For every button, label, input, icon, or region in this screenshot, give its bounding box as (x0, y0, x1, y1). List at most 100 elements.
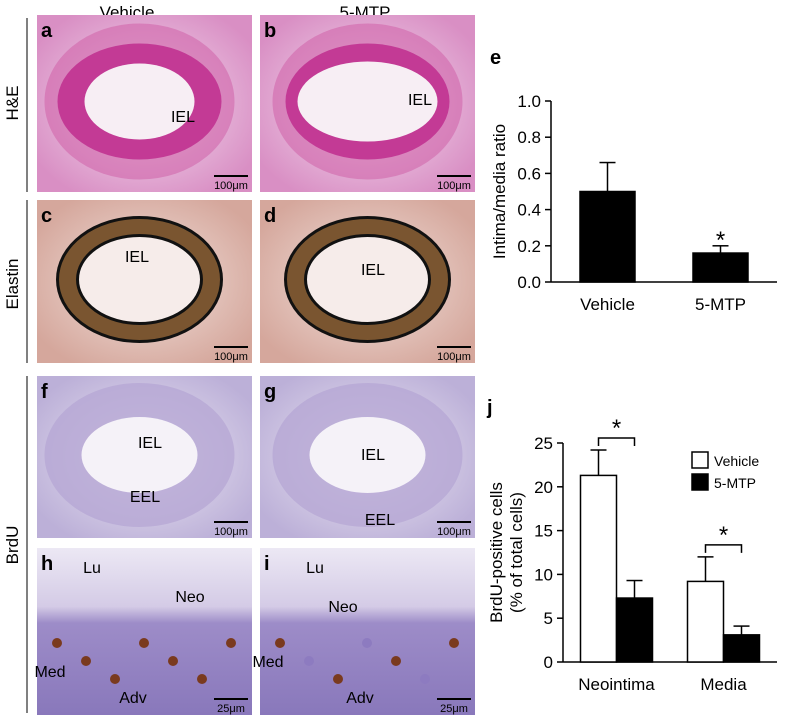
significance-bracket (704, 544, 743, 553)
y-tick-label: 0.6 (517, 164, 541, 183)
image-annotation: IEL (171, 109, 195, 126)
bar (692, 252, 749, 283)
image-annotation: IEL (125, 249, 149, 266)
legend-swatch (691, 473, 709, 491)
brdu-cell (391, 656, 401, 666)
significance-marker: * (716, 227, 725, 254)
image-annotation: Med (252, 654, 283, 671)
micrograph: c IEL 100μm (37, 200, 252, 363)
y-tick-label: 1.0 (517, 92, 541, 111)
x-tick-label: Vehicle (580, 295, 635, 314)
panel-letter: b (264, 20, 276, 42)
y-tick-label: 10 (534, 565, 553, 584)
y-tick-label: 5 (544, 609, 553, 628)
significance-marker: * (612, 415, 621, 442)
x-tick-label: Media (700, 675, 747, 694)
y-tick-label: 25 (534, 434, 553, 453)
significance-bracket (597, 437, 636, 447)
micrograph: h Lu Neo Med Adv 25μm (34, 548, 252, 715)
brdu-cell (333, 674, 343, 684)
micrograph: f IEL EEL 100μm (37, 376, 252, 538)
panel-letter: j (486, 397, 493, 419)
y-tick-label: 0 (544, 653, 553, 672)
charts: e Intima/media ratio 0.0 0.2 0.4 0.6 0.8 1.0 Veh… (486, 47, 777, 694)
row-label: H&E (3, 86, 22, 121)
y-tick-label: 15 (534, 522, 553, 541)
image-annotation: Neo (328, 599, 357, 616)
scale-bar-label: 100μm (437, 351, 471, 363)
micrograph: d IEL 100μm (260, 200, 475, 363)
lumen (309, 417, 426, 493)
image-annotation: IEL (138, 435, 162, 452)
scale-bar-label: 100μm (214, 526, 248, 538)
scale-bar-label: 25μm (440, 703, 468, 715)
bar (579, 190, 636, 283)
y-axis-label: (% of total cells) (507, 492, 526, 613)
micrograph: i Lu Neo Med Adv 25μm (252, 548, 475, 715)
row-label: BrdU (3, 526, 22, 565)
lumen (304, 234, 431, 325)
image-annotation: Adv (119, 690, 147, 707)
scale-bar-label: 100μm (214, 351, 248, 363)
scale-bar-label: 100μm (437, 526, 471, 538)
brdu-cell (168, 656, 178, 666)
micrograph: g IEL EEL 100μm (260, 376, 475, 538)
image-annotation: Lu (83, 560, 101, 577)
panel-letter: d (264, 205, 276, 227)
lumen (297, 61, 438, 142)
image-annotation: IEL (408, 92, 432, 109)
image-background (37, 548, 252, 715)
significance-marker: * (719, 522, 728, 549)
panel-letter: i (264, 553, 270, 575)
brdu-cell (81, 656, 91, 666)
panel-letter: e (490, 47, 501, 69)
panel-letter: c (41, 205, 52, 227)
scale-bar-label: 100μm (437, 180, 471, 192)
x-tick-label: 5-MTP (695, 295, 746, 314)
panel-letter: h (41, 553, 53, 575)
micrograph: a IEL 100μm (37, 15, 252, 192)
legend-label: Vehicle (714, 453, 759, 469)
lumen (84, 63, 195, 140)
image-annotation: EEL (130, 489, 160, 506)
y-tick-label: 0.2 (517, 237, 541, 256)
y-axis-label: BrdU-positive cells (487, 482, 506, 623)
brdu-cell (304, 656, 314, 666)
micrograph: b IEL 100μm (260, 15, 475, 192)
panel-letter: a (41, 20, 53, 42)
image-annotation: Med (34, 664, 65, 681)
y-tick-label: 0.0 (517, 273, 541, 292)
x-tick-label: Neointima (578, 675, 655, 694)
y-tick-label: 0.4 (517, 201, 541, 220)
brdu-cell (420, 674, 430, 684)
scale-bar-label: 100μm (214, 180, 248, 192)
brdu-cell (362, 638, 372, 648)
legend-label: 5-MTP (714, 475, 756, 491)
image-background (260, 548, 475, 715)
image-annotation: Lu (306, 560, 324, 577)
micrographs: a IEL 100μm b IEL 100μm c IEL 100μm d IEL 100μm f IEL… (34, 15, 475, 715)
brdu-cell (139, 638, 149, 648)
image-annotation: Neo (175, 589, 204, 606)
bar (722, 634, 761, 663)
scale-bar-label: 25μm (217, 703, 245, 715)
image-annotation: IEL (361, 447, 385, 464)
brdu-cell (449, 638, 459, 648)
panel-letter: g (264, 381, 276, 403)
brdu-cell (197, 674, 207, 684)
y-tick-label: 20 (534, 478, 553, 497)
y-axis-label: Intima/media ratio (490, 124, 509, 259)
legend-swatch (691, 451, 709, 469)
panel-letter: f (41, 381, 48, 403)
lumen (81, 417, 198, 493)
image-annotation: Adv (346, 690, 374, 707)
brdu-cell (226, 638, 236, 648)
bar (686, 580, 725, 663)
brdu-cell (52, 638, 62, 648)
brdu-cell (275, 638, 285, 648)
image-annotation: EEL (365, 512, 395, 529)
row-label: Elastin (3, 258, 22, 309)
y-tick-label: 0.8 (517, 128, 541, 147)
image-annotation: IEL (361, 262, 385, 279)
